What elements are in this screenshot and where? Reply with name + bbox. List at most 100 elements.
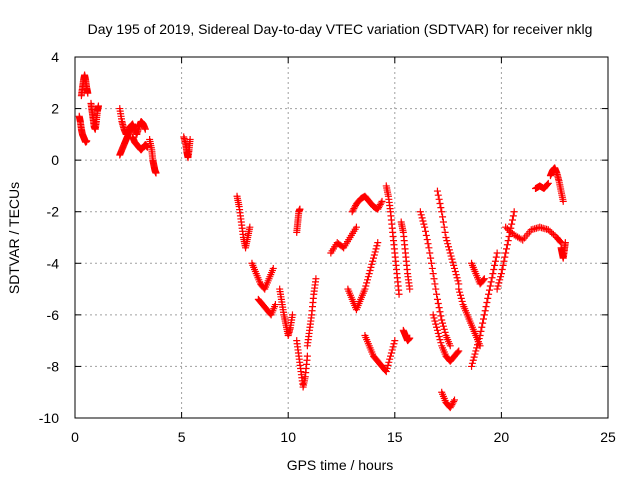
data-point: [476, 331, 484, 339]
plot-frame: [74, 56, 609, 419]
data-point: [348, 208, 356, 216]
data-point: [501, 253, 509, 261]
series-arc-16: [327, 223, 360, 257]
series-arc-27: [455, 285, 484, 350]
data-point: [475, 335, 483, 343]
data-point: [84, 89, 92, 97]
data-point: [364, 273, 372, 281]
data-point: [548, 229, 556, 237]
series-arc-28: [468, 249, 501, 370]
data-point: [480, 311, 488, 319]
data-point: [152, 169, 160, 177]
data-point: [375, 204, 383, 212]
data-point: [271, 301, 279, 309]
data-point: [451, 268, 459, 276]
data-point: [431, 280, 439, 288]
data-point: [503, 225, 511, 233]
data-point: [493, 285, 501, 293]
series-arc-8: [180, 133, 194, 162]
data-point: [435, 195, 443, 203]
data-point: [367, 263, 375, 271]
data-point: [546, 227, 554, 235]
data-point: [445, 246, 453, 254]
data-point: [543, 180, 551, 188]
data-point: [433, 326, 441, 334]
data-point: [490, 265, 498, 273]
series-arc-13: [293, 337, 311, 391]
data-point: [374, 205, 382, 213]
data-point: [439, 322, 447, 330]
series-arc-6: [129, 133, 151, 154]
data-point: [450, 397, 458, 405]
data-point: [479, 319, 487, 327]
data-point: [489, 270, 497, 278]
data-point: [362, 282, 370, 290]
series-arc-29: [468, 259, 488, 288]
data-point: [499, 261, 507, 269]
data-point: [395, 290, 403, 298]
x-tick-label: 20: [494, 429, 510, 445]
data-point: [448, 255, 456, 263]
data-point: [441, 328, 449, 336]
data-point: [421, 223, 429, 231]
data-point: [416, 208, 424, 216]
series-arc-19: [361, 331, 399, 376]
data-point: [449, 399, 457, 407]
data-point: [288, 311, 296, 319]
data-point: [510, 208, 518, 216]
grid: [75, 57, 608, 418]
data-point: [406, 285, 414, 293]
data-point: [375, 202, 383, 210]
data-point: [491, 257, 499, 265]
data-point: [455, 347, 463, 355]
data-point: [438, 208, 446, 216]
data-point: [430, 275, 438, 283]
data-point: [492, 253, 500, 261]
data-point: [454, 348, 462, 356]
data-point: [364, 276, 372, 284]
data-point: [126, 125, 134, 133]
data-point: [386, 355, 394, 363]
data-point: [456, 291, 464, 299]
series-arc-15: [293, 205, 304, 236]
data-point: [505, 226, 513, 234]
data-point: [457, 294, 465, 302]
data-point: [350, 205, 358, 213]
series-arc-7: [146, 136, 160, 177]
data-point: [389, 343, 397, 351]
x-tick-label: 0: [71, 429, 79, 445]
data-point: [455, 285, 463, 293]
x-tick-label: 15: [387, 429, 403, 445]
data-point: [382, 368, 390, 376]
data-point: [444, 240, 452, 248]
data-point: [480, 275, 488, 283]
data-point: [141, 125, 149, 133]
data-point: [447, 252, 455, 260]
data-point: [424, 240, 432, 248]
data-point: [446, 404, 454, 412]
data-point: [496, 276, 504, 284]
y-tick-label: -8: [47, 358, 60, 374]
data-point: [440, 325, 448, 333]
data-point: [385, 358, 393, 366]
data-point: [361, 285, 369, 293]
series-arc-25: [438, 388, 458, 412]
data-point: [368, 260, 376, 268]
y-tick-label: -2: [47, 204, 60, 220]
y-tick-label: -6: [47, 307, 60, 323]
data-point: [373, 242, 381, 250]
data-point: [374, 239, 382, 247]
data-point: [369, 254, 377, 262]
data-point: [439, 213, 447, 221]
data-point: [363, 279, 371, 287]
data-point: [439, 319, 447, 327]
series-arc-32: [532, 179, 552, 193]
data-point: [450, 264, 458, 272]
data-point: [422, 231, 430, 239]
x-axis-label: GPS time / hours: [287, 457, 394, 473]
data-point: [351, 203, 359, 211]
series-arc-22: [399, 326, 414, 345]
data-point: [387, 349, 395, 357]
data-point: [491, 261, 499, 269]
